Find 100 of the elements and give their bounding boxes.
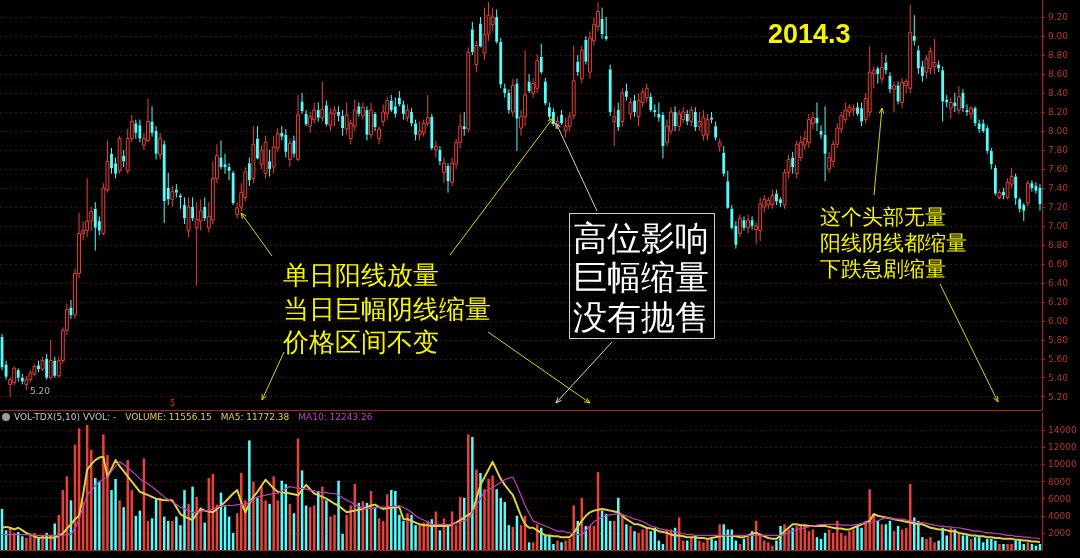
candlestick <box>397 90 401 107</box>
y-tick-label: 7.00 <box>1048 220 1069 231</box>
bar <box>114 478 117 550</box>
candlestick <box>231 170 235 206</box>
bar <box>722 524 725 550</box>
candlestick <box>912 14 916 47</box>
bar <box>835 520 839 550</box>
bar <box>487 478 490 550</box>
bar <box>698 540 701 550</box>
candlestick <box>584 35 588 66</box>
y-tick-label: 14000 <box>1048 425 1077 436</box>
bar <box>337 480 340 550</box>
annotation: 阳线阴线都缩量 <box>820 231 967 257</box>
y-tick-label: 8.40 <box>1048 88 1069 99</box>
candlestick <box>162 139 166 224</box>
bar <box>248 440 251 550</box>
candlestick <box>779 196 782 208</box>
annotation: 价格区间不变 <box>283 327 439 359</box>
candlestick <box>527 73 531 94</box>
y-tick-label: 7.40 <box>1048 182 1069 193</box>
candlestick <box>48 339 53 381</box>
annotation: 没有抛售 <box>573 297 709 338</box>
candlestick <box>892 81 896 113</box>
candlestick <box>45 353 49 381</box>
bar <box>572 505 575 550</box>
bar <box>702 542 705 550</box>
bar <box>625 524 628 550</box>
bar <box>16 532 20 550</box>
bar <box>29 534 32 550</box>
candlestick <box>612 106 617 147</box>
bar <box>410 514 413 550</box>
bar <box>690 537 693 550</box>
candlestick <box>430 113 434 151</box>
bar <box>994 540 997 550</box>
bar <box>471 436 474 550</box>
candlestick <box>438 145 442 166</box>
y-tick-label: 8.20 <box>1048 106 1069 117</box>
candlestick <box>341 109 345 137</box>
candlestick <box>560 109 563 126</box>
bar <box>394 490 397 550</box>
bar <box>621 514 624 550</box>
candlestick <box>722 145 726 178</box>
candlestick <box>884 54 888 75</box>
candlestick <box>989 147 993 170</box>
candlestick <box>369 102 373 140</box>
candlestick <box>194 201 199 287</box>
y-tick-label: 8.00 <box>1048 125 1069 136</box>
bar <box>21 536 24 550</box>
candlestick <box>693 106 697 132</box>
bar <box>925 538 928 550</box>
candlestick <box>543 77 547 106</box>
candlestick <box>791 151 795 175</box>
candlestick <box>499 37 503 89</box>
candlestick <box>462 111 466 137</box>
bar <box>171 520 174 550</box>
candlestick <box>256 125 259 159</box>
candlestick <box>633 94 636 118</box>
bar <box>710 538 713 550</box>
candlestick <box>495 8 499 45</box>
candlestick <box>746 213 750 234</box>
bar <box>333 514 336 550</box>
candlestick <box>956 85 961 115</box>
candlestick <box>203 196 207 222</box>
bar <box>167 520 170 550</box>
bar <box>868 489 871 550</box>
candlestick <box>576 54 580 77</box>
candlestick <box>661 111 665 159</box>
annotation: 2014.3 <box>768 18 851 51</box>
candlestick <box>1018 196 1022 214</box>
y-tick-label: 2000 <box>1048 527 1072 538</box>
bar <box>418 525 421 550</box>
candlestick <box>507 88 511 115</box>
bar <box>467 434 470 550</box>
bar <box>917 520 920 550</box>
candlestick <box>993 164 997 197</box>
bar <box>637 532 640 550</box>
bar <box>256 497 259 550</box>
candlestick <box>191 196 195 222</box>
y-tick-label: 6.20 <box>1048 296 1069 307</box>
candlestick <box>750 215 754 231</box>
bar <box>617 497 620 550</box>
candlestick <box>726 170 730 208</box>
candlestick <box>523 49 527 127</box>
bar <box>929 537 932 550</box>
bar <box>564 540 567 550</box>
bar <box>791 527 794 550</box>
annotation: 这个头部无量 <box>820 205 946 231</box>
bar <box>252 481 255 550</box>
candlestick <box>685 109 689 126</box>
bar <box>317 490 320 550</box>
y-tick-label: 8000 <box>1048 476 1072 487</box>
bar <box>260 486 263 550</box>
bar <box>272 476 275 550</box>
y-tick-label: 5.20 <box>1048 391 1069 402</box>
bar <box>633 531 636 550</box>
candlestick <box>649 92 653 113</box>
bar <box>856 526 859 550</box>
bar <box>94 478 97 550</box>
bar <box>767 542 770 550</box>
bar <box>491 475 494 550</box>
